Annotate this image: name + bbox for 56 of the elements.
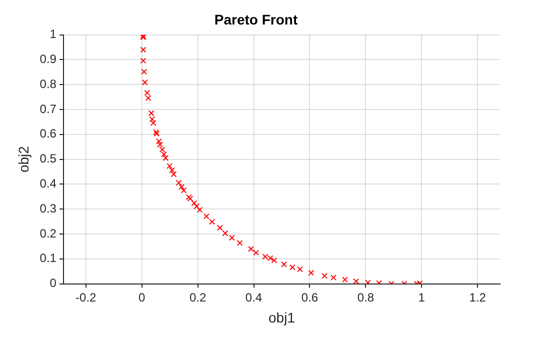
y-tick-label: 0.4 (40, 176, 57, 191)
point (162, 155, 169, 162)
point (262, 254, 268, 260)
chart-title: Pareto Front (214, 11, 298, 28)
y-axis-title: obj2 (15, 146, 32, 173)
point (176, 180, 182, 186)
point (308, 270, 314, 276)
x-tick-label: 1 (418, 290, 426, 304)
point (236, 240, 243, 246)
point (140, 58, 146, 64)
point (141, 68, 148, 75)
point (142, 79, 148, 86)
y-tick-label: 0.1 (40, 251, 57, 266)
point (191, 200, 198, 206)
point (222, 230, 228, 236)
x-tick-label: 0.2 (189, 290, 206, 304)
point (203, 213, 210, 220)
x-tick-label: -0.2 (76, 290, 97, 304)
y-tick-label: 0.8 (40, 76, 57, 91)
point (330, 274, 336, 281)
point (170, 171, 177, 178)
x-tick-label: 1.2 (469, 290, 486, 304)
point (156, 138, 162, 144)
y-tick-label: 0.6 (40, 126, 57, 141)
y-tick-label: 0.3 (40, 201, 57, 216)
x-tick-label: 0.6 (301, 290, 318, 304)
point (180, 187, 187, 194)
point (322, 272, 328, 279)
point (342, 276, 348, 283)
point (228, 234, 235, 241)
x-tick-label: 0.4 (245, 290, 262, 304)
point (289, 264, 296, 270)
point (353, 278, 360, 284)
y-tick-label: 1 (50, 27, 57, 42)
y-tick-label: 0.9 (40, 52, 57, 66)
x-axis-title: obj1 (268, 309, 296, 326)
point (281, 261, 287, 268)
point (271, 257, 278, 264)
point (296, 266, 303, 272)
point (216, 224, 223, 231)
y-tick-label: 0.5 (40, 152, 57, 166)
point (194, 203, 200, 210)
y-tick-label: 0 (50, 276, 57, 290)
point (248, 246, 254, 252)
y-tick-label: 0.7 (40, 102, 57, 116)
point (267, 255, 274, 262)
point (150, 120, 156, 126)
x-tick-label: 0.8 (357, 290, 374, 304)
point (169, 167, 176, 174)
x-tick-label: 0 (138, 290, 146, 304)
y-tick-label: 0.2 (40, 226, 57, 240)
point (196, 206, 203, 213)
point (140, 46, 146, 53)
point (209, 218, 216, 225)
point (253, 250, 259, 256)
point (178, 184, 185, 190)
